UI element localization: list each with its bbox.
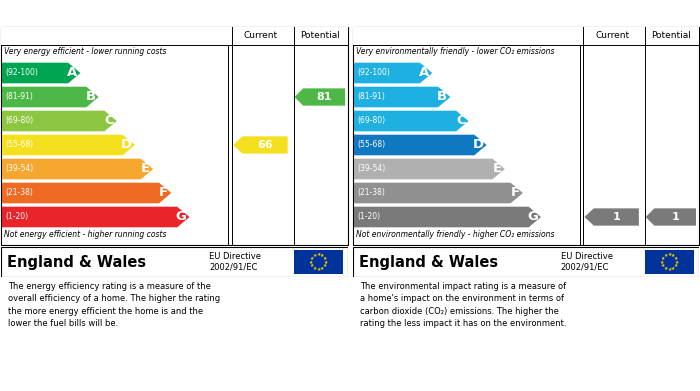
Text: ★: ★ — [675, 260, 679, 264]
Text: ★: ★ — [661, 256, 666, 261]
Text: Very energy efficient - lower running costs: Very energy efficient - lower running co… — [4, 47, 167, 56]
Text: ★: ★ — [309, 260, 314, 264]
Text: F: F — [159, 187, 168, 199]
Text: ★: ★ — [313, 266, 317, 271]
Polygon shape — [2, 159, 153, 179]
Text: ★: ★ — [674, 256, 678, 261]
Text: ★: ★ — [323, 256, 327, 261]
Text: (81-91): (81-91) — [357, 93, 385, 102]
Text: (1-20): (1-20) — [357, 212, 380, 221]
Text: Not energy efficient - higher running costs: Not energy efficient - higher running co… — [4, 230, 167, 239]
Text: Very environmentally friendly - lower CO₂ emissions: Very environmentally friendly - lower CO… — [356, 47, 554, 56]
Text: ★: ★ — [323, 260, 328, 264]
Polygon shape — [354, 87, 450, 107]
Polygon shape — [295, 88, 345, 106]
Text: ★: ★ — [320, 253, 324, 258]
Polygon shape — [2, 111, 117, 131]
Text: England & Wales: England & Wales — [7, 255, 146, 269]
Text: (55-68): (55-68) — [5, 140, 33, 149]
Polygon shape — [2, 135, 135, 155]
Bar — [645, 250, 694, 274]
Bar — [1, 27, 348, 45]
Text: ★: ★ — [671, 266, 676, 271]
Text: (21-38): (21-38) — [357, 188, 385, 197]
Text: EU Directive
2002/91/EC: EU Directive 2002/91/EC — [561, 252, 612, 272]
Text: Energy Efficiency Rating: Energy Efficiency Rating — [5, 7, 168, 20]
Text: 66: 66 — [257, 140, 273, 150]
Text: 81: 81 — [316, 92, 332, 102]
Text: D: D — [473, 138, 484, 151]
Polygon shape — [354, 183, 523, 203]
Text: ★: ★ — [316, 267, 321, 272]
Text: C: C — [456, 115, 466, 127]
Text: D: D — [121, 138, 132, 151]
Polygon shape — [233, 136, 288, 154]
Text: 1: 1 — [612, 212, 620, 222]
Text: ★: ★ — [316, 252, 321, 257]
Text: ★: ★ — [310, 263, 314, 268]
Polygon shape — [354, 135, 486, 155]
Bar — [353, 27, 699, 45]
Text: ★: ★ — [660, 260, 664, 264]
Polygon shape — [354, 63, 432, 83]
Text: ★: ★ — [667, 252, 672, 257]
Text: (1-20): (1-20) — [5, 212, 28, 221]
Polygon shape — [645, 208, 696, 226]
Polygon shape — [2, 183, 172, 203]
Polygon shape — [354, 159, 505, 179]
Text: Current: Current — [244, 32, 278, 41]
Bar — [294, 250, 343, 274]
Text: 1: 1 — [671, 212, 679, 222]
Text: (69-80): (69-80) — [357, 117, 385, 126]
Text: (69-80): (69-80) — [5, 117, 33, 126]
Text: ★: ★ — [323, 263, 327, 268]
Text: A: A — [67, 66, 78, 79]
Text: The environmental impact rating is a measure of
a home's impact on the environme: The environmental impact rating is a mea… — [360, 282, 566, 328]
Text: ★: ★ — [661, 263, 666, 268]
Text: ★: ★ — [664, 266, 668, 271]
Text: (39-54): (39-54) — [357, 165, 385, 174]
Text: Environmental Impact (CO₂) Rating: Environmental Impact (CO₂) Rating — [357, 7, 589, 20]
Text: Not environmentally friendly - higher CO₂ emissions: Not environmentally friendly - higher CO… — [356, 230, 554, 239]
Text: F: F — [511, 187, 520, 199]
Polygon shape — [2, 207, 190, 227]
Text: EU Directive
2002/91/EC: EU Directive 2002/91/EC — [209, 252, 261, 272]
Text: Current: Current — [595, 32, 629, 41]
Polygon shape — [2, 87, 99, 107]
Text: B: B — [438, 90, 447, 104]
Text: ★: ★ — [674, 263, 678, 268]
Text: (55-68): (55-68) — [357, 140, 385, 149]
Text: (39-54): (39-54) — [5, 165, 34, 174]
Text: G: G — [527, 210, 538, 224]
Text: ★: ★ — [310, 256, 314, 261]
Text: ★: ★ — [664, 253, 668, 258]
Text: E: E — [493, 163, 502, 176]
Text: Potential: Potential — [300, 32, 340, 41]
Text: C: C — [104, 115, 114, 127]
Polygon shape — [354, 207, 541, 227]
Polygon shape — [2, 63, 80, 83]
Text: G: G — [176, 210, 186, 224]
Polygon shape — [584, 208, 639, 226]
Text: (92-100): (92-100) — [357, 68, 390, 77]
Text: (92-100): (92-100) — [5, 68, 38, 77]
Text: The energy efficiency rating is a measure of the
overall efficiency of a home. T: The energy efficiency rating is a measur… — [8, 282, 220, 328]
Text: ★: ★ — [671, 253, 676, 258]
Text: (21-38): (21-38) — [5, 188, 33, 197]
Text: A: A — [419, 66, 429, 79]
Polygon shape — [354, 111, 468, 131]
Text: B: B — [85, 90, 96, 104]
Text: England & Wales: England & Wales — [359, 255, 498, 269]
Text: E: E — [141, 163, 150, 176]
Text: Potential: Potential — [652, 32, 692, 41]
Text: ★: ★ — [667, 267, 672, 272]
Text: ★: ★ — [320, 266, 324, 271]
Text: ★: ★ — [313, 253, 317, 258]
Text: (81-91): (81-91) — [5, 93, 33, 102]
